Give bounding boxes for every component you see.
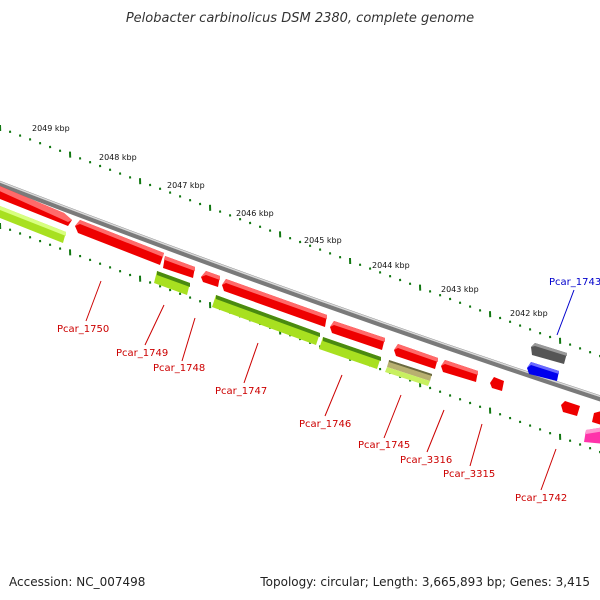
gene-label-Pcar_1749[interactable]: Pcar_1749	[116, 348, 168, 359]
gene-bar-small-red-3[interactable]	[592, 410, 600, 426]
gene-bar-Pcar_1747[interactable]	[212, 295, 320, 345]
kbp-label-2042: 2042 kbp	[510, 309, 548, 318]
gene-labels: Pcar_1750 Pcar_1749 Pcar_1748 Pcar_1747 …	[57, 277, 600, 504]
gene-bar-Pcar_1746[interactable]	[319, 337, 381, 369]
gene-label-Pcar_1747[interactable]: Pcar_1747	[215, 386, 267, 397]
kbp-label-2045: 2045 kbp	[304, 236, 342, 245]
gene-label-Pcar_1746[interactable]: Pcar_1746	[299, 419, 351, 430]
gene-label-Pcar_3315[interactable]: Pcar_3315	[443, 469, 495, 480]
kbp-label-2047: 2047 kbp	[167, 181, 205, 190]
gene-bar-small-red-2[interactable]	[561, 401, 580, 416]
kbp-label-2046: 2046 kbp	[236, 209, 274, 218]
kbp-label-2049: 2049 kbp	[32, 124, 70, 133]
outer-scale-ticks	[0, 124, 600, 358]
gene-bar-Pcar_1750[interactable]	[75, 220, 164, 265]
genome-title: Pelobacter carbinolicus DSM 2380, comple…	[126, 11, 474, 26]
gene-label-Pcar_1750[interactable]: Pcar_1750	[57, 324, 109, 335]
kbp-label-2044: 2044 kbp	[372, 261, 410, 270]
genome-summary-text: Topology: circular; Length: 3,665,893 bp…	[259, 575, 590, 589]
gene-label-Pcar_1745[interactable]: Pcar_1745	[358, 440, 410, 451]
leader-lines	[85, 280, 575, 491]
gene-bar-Pcar_1747-red[interactable]	[222, 279, 327, 327]
kbp-label-2048: 2048 kbp	[99, 153, 137, 162]
kbp-label-2043: 2043 kbp	[441, 285, 479, 294]
gene-features	[0, 186, 600, 444]
gene-label-Pcar_3316[interactable]: Pcar_3316	[400, 455, 452, 466]
gene-label-Pcar_1743[interactable]: Pcar_1743	[549, 277, 600, 288]
gene-bar-small-red-1[interactable]	[490, 377, 504, 391]
kbp-labels: 2049 kbp 2048 kbp 2047 kbp 2046 kbp 2045…	[32, 124, 548, 318]
gene-bar-blue[interactable]	[527, 362, 559, 381]
gene-label-Pcar_1742[interactable]: Pcar_1742	[515, 493, 567, 504]
gene-bar-Pcar_1745[interactable]	[387, 360, 432, 381]
chromosome-backbone	[0, 180, 600, 402]
gene-bar-Pcar_1743[interactable]	[531, 343, 567, 364]
accession-text: Accession: NC_007498	[9, 575, 145, 589]
gene-label-Pcar_1748[interactable]: Pcar_1748	[153, 363, 205, 374]
